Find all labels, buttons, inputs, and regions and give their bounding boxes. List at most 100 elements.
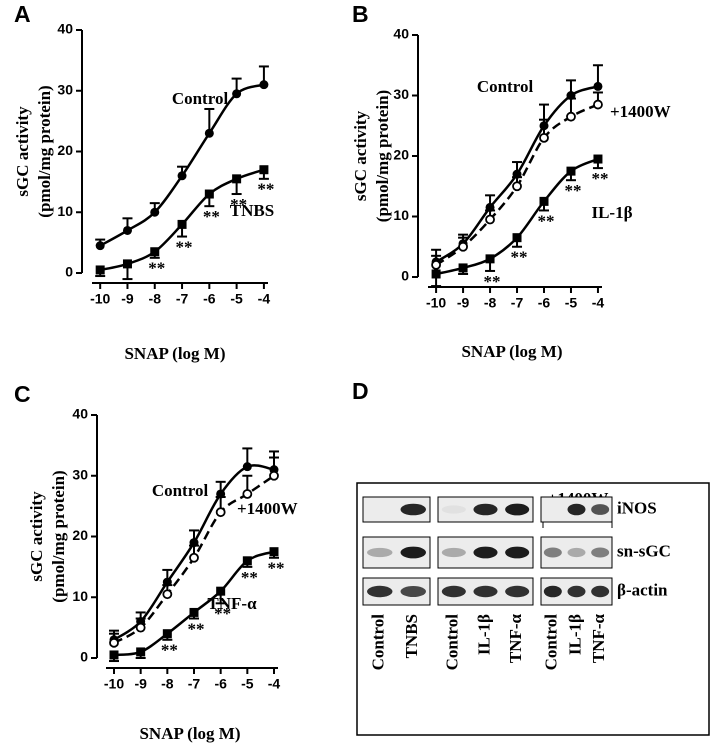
- lane-label: Control: [542, 614, 561, 671]
- point: [593, 154, 603, 164]
- y-tick-label: 0: [401, 268, 409, 284]
- band: [505, 546, 530, 559]
- lane-label: IL-1β: [474, 614, 493, 655]
- y-axis-label: sGC activity: [27, 491, 46, 582]
- y-tick-label: 40: [57, 21, 73, 37]
- significance: **: [161, 641, 178, 660]
- point: [95, 265, 105, 275]
- significance: **: [484, 272, 501, 291]
- lane-label: Control: [369, 614, 388, 671]
- band: [543, 585, 562, 598]
- point: [242, 489, 253, 499]
- band: [567, 503, 586, 516]
- significance: **: [188, 619, 205, 638]
- point: [485, 254, 495, 264]
- point: [539, 196, 549, 206]
- band: [473, 546, 498, 559]
- band: [567, 547, 586, 558]
- point: [135, 622, 146, 633]
- series-label: +1400W: [237, 499, 298, 518]
- point: [232, 89, 242, 99]
- significance: **: [591, 169, 608, 188]
- x-tick-label: -7: [188, 676, 201, 692]
- y-tick-label: 0: [80, 649, 88, 665]
- significance: **: [203, 207, 220, 226]
- y-tick-label: 40: [72, 406, 88, 422]
- point: [431, 269, 441, 279]
- x-tick-label: -8: [484, 295, 497, 311]
- point: [122, 225, 132, 235]
- point: [136, 647, 146, 657]
- x-tick-label: -6: [214, 676, 227, 692]
- x-tick-label: -5: [241, 676, 254, 692]
- point: [95, 241, 105, 251]
- panel-letter: A: [14, 1, 31, 27]
- significance: **: [268, 559, 285, 578]
- y-tick-label: 20: [72, 527, 88, 543]
- series-label: +1400W: [610, 102, 671, 121]
- y-tick-label: 30: [57, 81, 73, 97]
- significance: **: [148, 259, 165, 278]
- point: [242, 556, 252, 566]
- point: [109, 637, 119, 648]
- lane-label: TNBS: [402, 614, 421, 658]
- x-tick-label: -8: [161, 676, 174, 692]
- significance: **: [257, 180, 274, 199]
- point: [204, 128, 214, 138]
- x-tick-label: -10: [426, 295, 446, 311]
- point: [485, 214, 495, 225]
- x-tick-label: -4: [258, 291, 271, 307]
- series-label: Control: [477, 77, 534, 96]
- band: [505, 585, 530, 598]
- panel-d-frame: [356, 482, 710, 736]
- point: [593, 99, 603, 110]
- lane-label: TNF-α: [506, 613, 525, 663]
- point: [259, 165, 269, 175]
- significance: **: [176, 237, 193, 256]
- y-tick-label: 0: [65, 264, 73, 280]
- series-label: TNBS: [230, 201, 274, 220]
- point: [215, 507, 226, 518]
- y-axis-label: (pmol/mg protein): [373, 90, 392, 222]
- significance: **: [214, 604, 231, 623]
- point: [269, 547, 279, 557]
- x-tick-label: -9: [121, 291, 134, 307]
- point: [216, 586, 226, 596]
- y-axis-label: (pmol/mg protein): [49, 470, 68, 602]
- band: [505, 503, 530, 516]
- point: [512, 181, 522, 192]
- point: [242, 462, 252, 472]
- point: [431, 259, 441, 270]
- point: [593, 81, 603, 91]
- y-tick-label: 30: [72, 466, 88, 482]
- band: [367, 585, 393, 598]
- x-tick-label: -7: [511, 295, 524, 311]
- lane-label: Control: [443, 614, 462, 671]
- point: [566, 166, 576, 176]
- row-label: sn-sGC: [617, 541, 671, 560]
- band: [367, 547, 393, 558]
- band: [400, 546, 426, 559]
- y-axis-label: (pmol/mg protein): [35, 85, 54, 217]
- x-tick-label: -7: [176, 291, 189, 307]
- point: [162, 589, 173, 600]
- band: [441, 547, 466, 558]
- row-label: iNOS: [617, 498, 657, 517]
- x-tick-label: -8: [149, 291, 162, 307]
- band: [591, 585, 610, 598]
- significance: **: [241, 568, 258, 587]
- point: [566, 111, 576, 122]
- lane-label: IL-1β: [565, 614, 584, 655]
- panel-letter: B: [352, 1, 369, 27]
- y-tick-label: 20: [393, 147, 409, 163]
- point: [109, 650, 119, 660]
- point: [204, 189, 214, 199]
- point: [458, 263, 468, 273]
- band: [441, 585, 466, 598]
- significance: **: [511, 248, 528, 267]
- y-tick-label: 20: [57, 142, 73, 158]
- point: [162, 629, 172, 639]
- x-tick-label: -10: [90, 291, 110, 307]
- significance: **: [564, 181, 581, 200]
- x-axis-label: SNAP (log M): [139, 724, 240, 743]
